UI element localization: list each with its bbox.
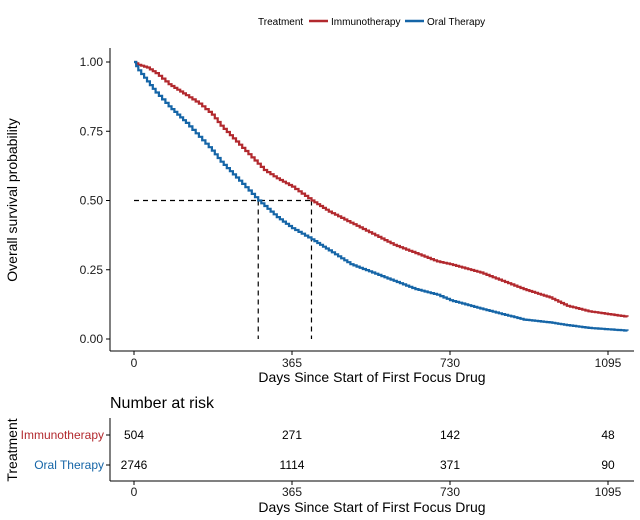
x-tick-label: 1095	[595, 356, 622, 370]
risk-x-tick-label: 0	[131, 485, 138, 499]
y-tick-label: 0.25	[80, 263, 104, 277]
risk-count: 2746	[121, 458, 148, 472]
y-tick-label: 0.50	[80, 194, 104, 208]
legend-title: Treatment	[258, 17, 303, 28]
y-tick-label: 0.75	[80, 124, 104, 138]
risk-count: 90	[601, 458, 615, 472]
risk-count: 504	[124, 428, 144, 442]
y-ticks: 0.00 0.25 0.50 0.75 1.00	[80, 55, 110, 346]
main-plot-axes	[109, 48, 634, 352]
legend-label-immunotherapy: Immunotherapy	[331, 17, 400, 28]
survival-curves	[134, 60, 629, 332]
y-tick-label: 0.00	[80, 332, 104, 346]
risk-table: Immunotherapy 504 271 142 48 Oral Therapy 2746…	[21, 428, 622, 499]
y-axis-title: Overall survival probability	[4, 118, 20, 281]
risk-x-tick-label: 1095	[595, 485, 622, 499]
risk-x-tick-label: 365	[282, 485, 302, 499]
x-axis-title: Days Since Start of First Focus Drug	[258, 369, 485, 385]
x-ticks: 0 365 730 1095	[131, 351, 622, 370]
legend: Treatment Immunotherapy Oral Therapy	[258, 17, 485, 28]
risk-count: 142	[440, 428, 460, 442]
x-tick-label: 730	[440, 356, 460, 370]
risk-table-title: Number at risk	[110, 395, 215, 412]
x-tick-label: 0	[131, 356, 138, 370]
risk-row-label: Oral Therapy	[34, 458, 104, 472]
risk-x-axis-title: Days Since Start of First Focus Drug	[258, 499, 485, 515]
risk-y-axis-title: Treatment	[4, 418, 20, 481]
x-tick-label: 365	[282, 356, 302, 370]
risk-count: 48	[601, 428, 615, 442]
curve-immunotherapy	[134, 60, 629, 318]
risk-row-label: Immunotherapy	[21, 428, 104, 442]
curve-oral-therapy	[134, 60, 629, 332]
risk-count: 1114	[280, 458, 305, 472]
risk-table-axes	[109, 418, 634, 482]
y-tick-label: 1.00	[80, 55, 104, 69]
risk-count: 371	[440, 458, 460, 472]
risk-x-tick-label: 730	[440, 485, 460, 499]
risk-count: 271	[282, 428, 302, 442]
legend-label-oral-therapy: Oral Therapy	[427, 17, 485, 28]
median-lines	[134, 199, 313, 339]
